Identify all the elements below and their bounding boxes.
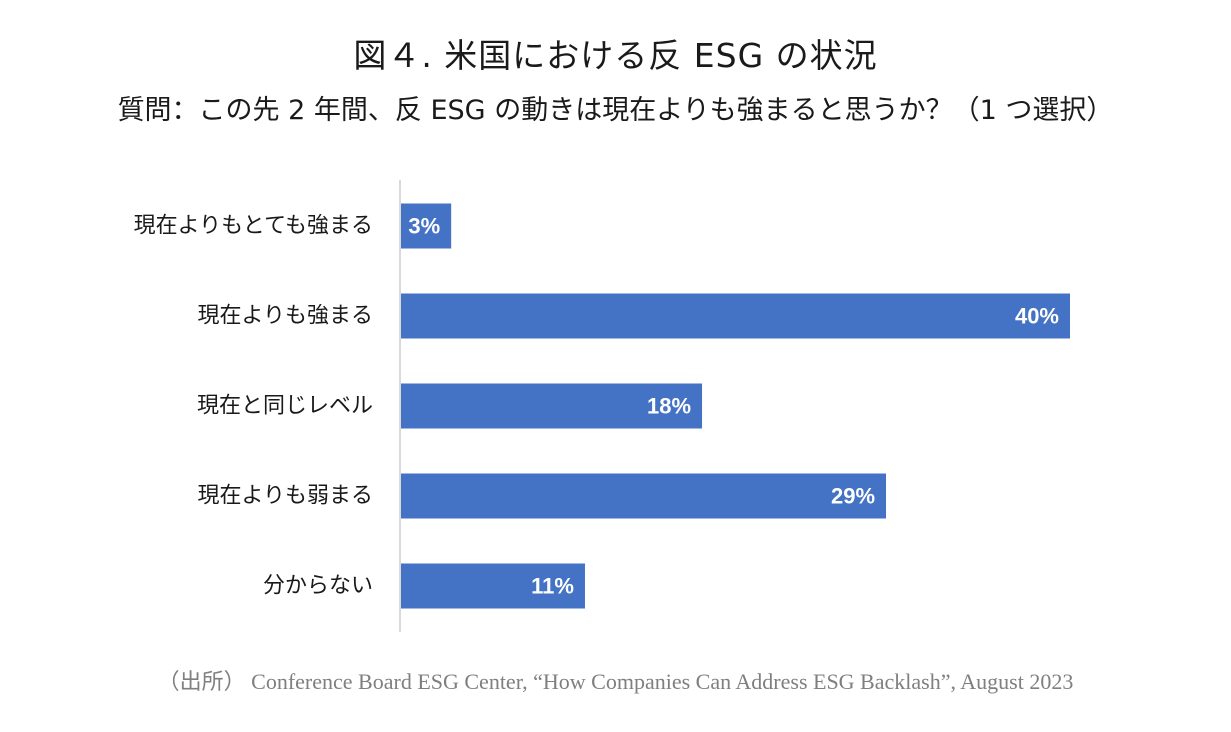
bar: [401, 473, 887, 519]
bar: [401, 293, 1070, 339]
chart-title: 図４. 米国における反 ESG の状況: [353, 36, 878, 75]
data-label: 11%: [531, 574, 574, 599]
data-label: 29%: [831, 484, 875, 509]
data-label: 40%: [1015, 304, 1059, 329]
bar: [401, 203, 452, 249]
category-label: 分からない: [263, 574, 373, 599]
category-label: 現在と同じレベル: [197, 394, 373, 419]
bar: [401, 383, 703, 429]
category-label: 現在よりも弱まる: [197, 484, 373, 509]
source-note: （出所） Conference Board ESG Center, “How C…: [157, 669, 1074, 694]
bar-chart: 現在よりもとても強まる 3% 現在よりも強まる 40% 現在と同じレベル 18% 現在よりも…: [134, 180, 1070, 632]
chart-subtitle: 質問：この先 2 年間、反 ESG の動きは現在よりも強まると思うか？（1 つ選…: [117, 95, 1114, 126]
data-label: 18%: [647, 394, 691, 419]
data-label: 3%: [408, 214, 440, 239]
category-label: 現在よりもとても強まる: [134, 214, 373, 239]
category-label: 現在よりも強まる: [197, 304, 373, 329]
bar: [401, 563, 585, 609]
